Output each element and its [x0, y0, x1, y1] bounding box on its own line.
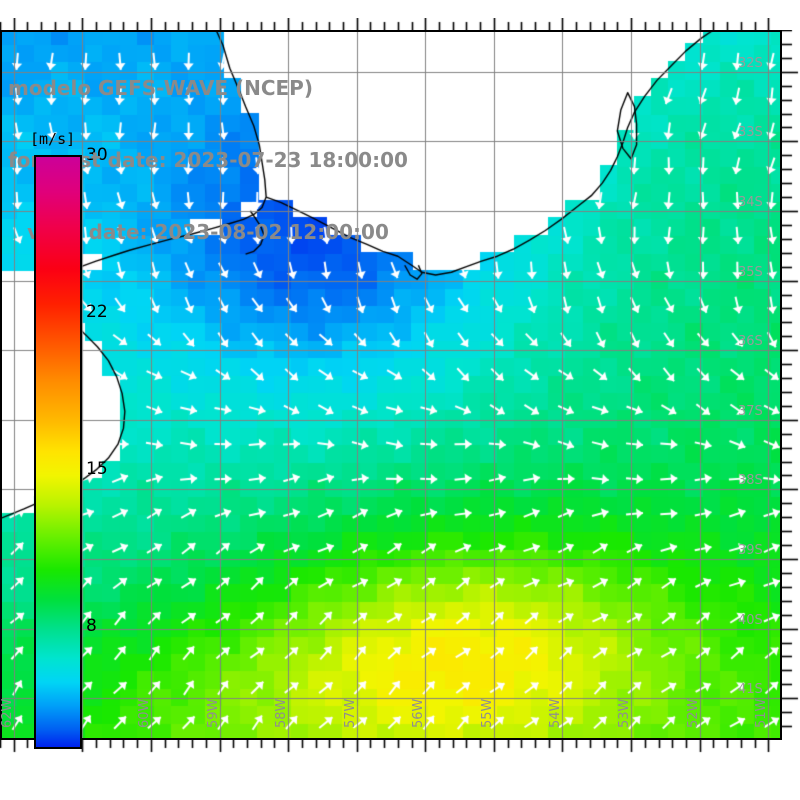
- lat-tick-label-40s: 40S: [738, 612, 763, 628]
- colorbar-legend: [34, 155, 82, 749]
- lat-tick-label-35s: 35S: [738, 264, 763, 280]
- graticule-grid-layer: [0, 30, 782, 740]
- lat-tick-label-39s: 39S: [738, 543, 763, 559]
- lon-tick-label-57w: 57W: [342, 698, 358, 728]
- plot-frame-top: [0, 30, 782, 32]
- lon-tick-label-60w: 60W: [136, 698, 152, 728]
- lon-tick-label-53w: 53W: [617, 698, 633, 728]
- lon-tick-label-59w: 59W: [205, 698, 221, 728]
- plot-frame-right: [780, 30, 782, 740]
- colorbar-gradient: [34, 155, 82, 749]
- lat-tick-label-33s: 33S: [738, 125, 763, 141]
- lon-tick-label-62w: 62W: [0, 698, 15, 728]
- lat-tick-label-37s: 37S: [738, 403, 763, 419]
- lon-tick-label-54w: 54W: [548, 698, 564, 728]
- lat-tick-label-32s: 32S: [738, 55, 763, 71]
- plot-frame-bottom: [0, 738, 782, 740]
- colorbar-tick-22: 22: [86, 301, 108, 322]
- lon-tick-label-51w: 51W: [754, 698, 770, 728]
- colorbar-unit-label: [m/s]: [30, 130, 76, 148]
- map-plot-area: [0, 30, 782, 740]
- y-axis-ticks: [782, 30, 800, 742]
- colorbar-tick-8: 8: [86, 616, 97, 637]
- lat-tick-label-41s: 41S: [738, 682, 763, 698]
- colorbar-tick-30: 30: [86, 145, 108, 165]
- lon-tick-label-52w: 52W: [685, 698, 701, 728]
- y-axis-ticks-left: [0, 30, 2, 742]
- lat-tick-label-34s: 34S: [738, 194, 763, 210]
- lon-tick-label-56w: 56W: [411, 698, 427, 728]
- lat-tick-label-38s: 38S: [738, 473, 763, 489]
- x-axis-ticks-top: [0, 18, 800, 30]
- lon-tick-label-58w: 58W: [274, 698, 290, 728]
- lon-tick-label-55w: 55W: [479, 698, 495, 728]
- lat-tick-label-36s: 36S: [738, 334, 763, 350]
- model-title: modelo GEFS-WAVE (NCEP): [8, 76, 313, 100]
- x-axis-ticks: [0, 740, 800, 764]
- colorbar-tick-15: 15: [86, 459, 108, 480]
